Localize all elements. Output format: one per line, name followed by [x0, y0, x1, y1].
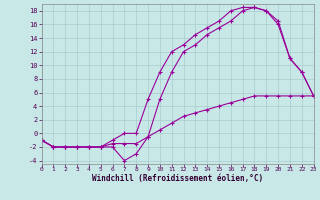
X-axis label: Windchill (Refroidissement éolien,°C): Windchill (Refroidissement éolien,°C): [92, 174, 263, 183]
